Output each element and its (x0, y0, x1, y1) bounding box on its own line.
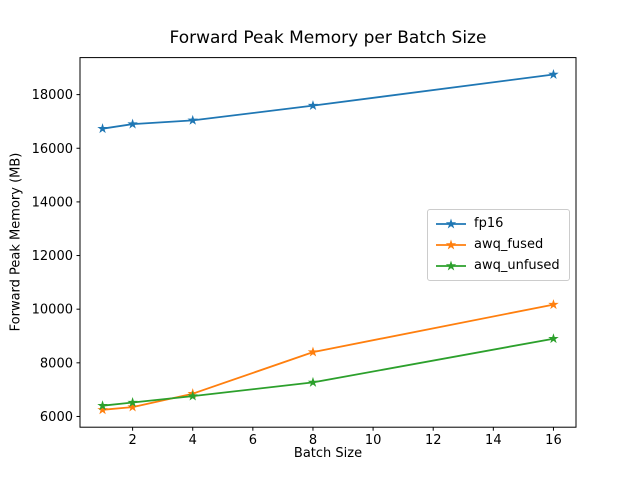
star-marker-icon (97, 404, 108, 415)
legend-item-awq-unfused: awq_unfused (435, 257, 560, 275)
x-tick-label: 12 (425, 433, 442, 448)
awq-fused-line-swatch-icon (436, 239, 466, 250)
x-axis-ticks: 2 4 6 8 10 12 14 16 (128, 427, 562, 448)
y-tick-label: 12000 (32, 249, 73, 264)
star-marker-icon (127, 397, 138, 407)
star-marker-icon (127, 401, 138, 412)
legend: fp16 awq_fused awq_unfused (427, 209, 570, 281)
series-fp16 (97, 69, 559, 134)
x-tick-label: 4 (189, 433, 197, 448)
y-tick-label: 14000 (32, 195, 73, 210)
star-marker-icon (97, 400, 108, 411)
legend-label: awq_fused (474, 237, 544, 252)
star-marker-icon (548, 69, 559, 79)
chart-title: Forward Peak Memory per Batch Size (169, 28, 487, 48)
series-line (101, 303, 555, 411)
plot-spines (79, 57, 577, 428)
y-axis-ticks: 6000 8000 10000 12000 14000 16000 18000 (32, 88, 80, 425)
series-awq_fused (97, 299, 559, 415)
series-line (101, 73, 555, 130)
star-marker-icon (187, 390, 198, 401)
star-marker-icon (307, 346, 319, 357)
legend-item-awq-fused: awq_fused (435, 236, 560, 254)
y-tick-label: 6000 (40, 410, 73, 425)
x-tick-label: 6 (249, 433, 257, 448)
legend-label: fp16 (474, 216, 504, 231)
x-axis-label: Batch Size (293, 446, 363, 461)
star-marker-icon (548, 299, 559, 310)
fp16-line-swatch-icon (436, 218, 466, 229)
star-marker-icon (307, 100, 319, 111)
x-tick-label: 14 (485, 433, 502, 448)
x-tick-label: 2 (128, 433, 136, 448)
star-marker-icon (548, 333, 559, 344)
y-tick-label: 8000 (40, 356, 73, 371)
y-tick-label: 10000 (32, 303, 73, 318)
star-marker-icon (445, 239, 457, 250)
awq-unfused-line-swatch-icon (436, 260, 466, 271)
star-marker-icon (127, 118, 138, 129)
star-marker-icon (307, 376, 319, 387)
legend-label: awq_unfused (474, 258, 560, 273)
legend-item-fp16: fp16 (435, 215, 560, 233)
y-tick-label: 16000 (32, 142, 73, 157)
star-marker-icon (445, 260, 457, 271)
star-marker-icon (445, 218, 457, 229)
x-tick-label: 10 (365, 433, 382, 448)
y-tick-label: 18000 (32, 88, 73, 103)
star-marker-icon (97, 123, 108, 134)
y-axis-label: Forward Peak Memory (MB) (8, 152, 24, 332)
series-awq_unfused (97, 333, 559, 411)
star-marker-icon (187, 114, 198, 125)
x-tick-label: 16 (545, 433, 562, 448)
x-tick-label: 8 (309, 433, 317, 448)
